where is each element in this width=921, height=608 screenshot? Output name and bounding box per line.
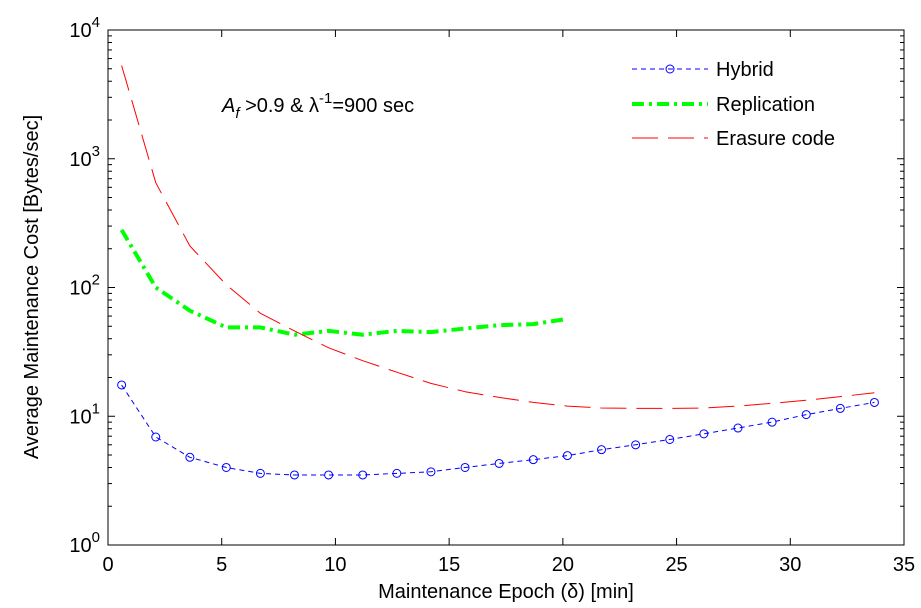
annotation-a-symbol: A [221, 95, 235, 117]
y-tick-exponent: 2 [92, 272, 100, 289]
legend-label-hybrid: Hybrid [716, 59, 774, 81]
y-tick-base: 10 [69, 535, 91, 557]
y-axis-label: Average Maintenance Cost [Bytes/sec] [21, 115, 43, 459]
y-tick-base: 10 [69, 406, 91, 428]
y-tick-exponent: 0 [92, 529, 100, 546]
legend-label-replication: Replication [716, 94, 815, 116]
annotation-af-rest: >0.9 & [240, 95, 310, 117]
x-tick-label: 25 [665, 554, 687, 576]
x-tick-label: 20 [552, 554, 574, 576]
y-tick-exponent: 4 [92, 14, 100, 31]
y-tick-exponent: 3 [92, 143, 100, 160]
annotation-lambda-superscript: -1 [319, 90, 332, 107]
y-tick-exponent: 1 [92, 400, 100, 417]
legend-label-erasure-code: Erasure code [716, 128, 835, 150]
x-tick-label: 0 [102, 554, 113, 576]
y-tick-base: 10 [69, 20, 91, 42]
annotation-lambda: λ [309, 95, 319, 117]
annotation-lambda-rest: =900 sec [332, 95, 414, 117]
x-tick-label: 10 [324, 554, 346, 576]
x-tick-label: 15 [438, 554, 460, 576]
x-tick-label: 5 [216, 554, 227, 576]
x-tick-label: 30 [779, 554, 801, 576]
x-tick-label: 35 [893, 554, 915, 576]
y-tick-base: 10 [69, 149, 91, 171]
y-tick-base: 10 [69, 278, 91, 300]
x-axis-label: Maintenance Epoch (δ) [min] [378, 581, 634, 603]
